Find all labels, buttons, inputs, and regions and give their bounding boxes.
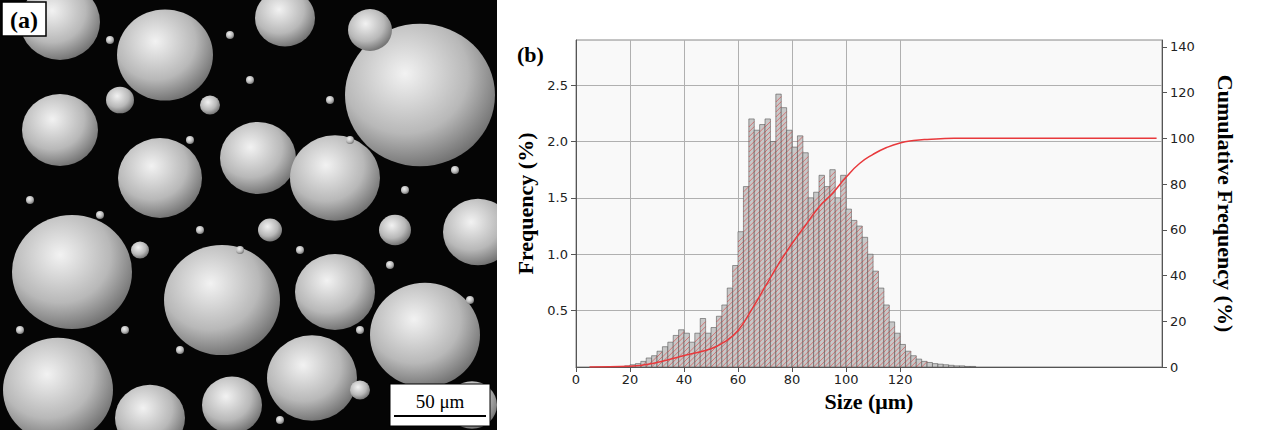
svg-text:0: 0 bbox=[1170, 360, 1178, 375]
svg-text:20: 20 bbox=[1170, 314, 1187, 329]
svg-text:100: 100 bbox=[1170, 131, 1195, 146]
svg-text:120: 120 bbox=[888, 372, 913, 387]
svg-text:2.0: 2.0 bbox=[547, 134, 568, 149]
svg-text:120: 120 bbox=[1170, 85, 1195, 100]
svg-text:100: 100 bbox=[834, 372, 859, 387]
svg-text:140: 140 bbox=[1170, 39, 1195, 54]
svg-text:Frequency (%): Frequency (%) bbox=[513, 133, 538, 275]
svg-text:80: 80 bbox=[1170, 177, 1187, 192]
svg-text:60: 60 bbox=[1170, 222, 1187, 237]
svg-text:(b): (b) bbox=[517, 42, 544, 67]
svg-text:1.5: 1.5 bbox=[547, 190, 568, 205]
svg-text:Cumulative Frequency (%): Cumulative Frequency (%) bbox=[1213, 75, 1238, 332]
svg-text:40: 40 bbox=[676, 372, 693, 387]
svg-text:(a): (a) bbox=[10, 7, 38, 33]
svg-text:2.5: 2.5 bbox=[547, 78, 568, 93]
svg-text:20: 20 bbox=[622, 372, 639, 387]
svg-text:1.0: 1.0 bbox=[547, 247, 568, 262]
svg-text:40: 40 bbox=[1170, 268, 1187, 283]
svg-text:0.5: 0.5 bbox=[547, 303, 568, 318]
svg-text:Size (μm): Size (μm) bbox=[825, 389, 914, 414]
svg-text:50 μm: 50 μm bbox=[416, 391, 465, 412]
svg-text:60: 60 bbox=[730, 372, 747, 387]
svg-text:0: 0 bbox=[572, 372, 580, 387]
svg-text:80: 80 bbox=[784, 372, 801, 387]
